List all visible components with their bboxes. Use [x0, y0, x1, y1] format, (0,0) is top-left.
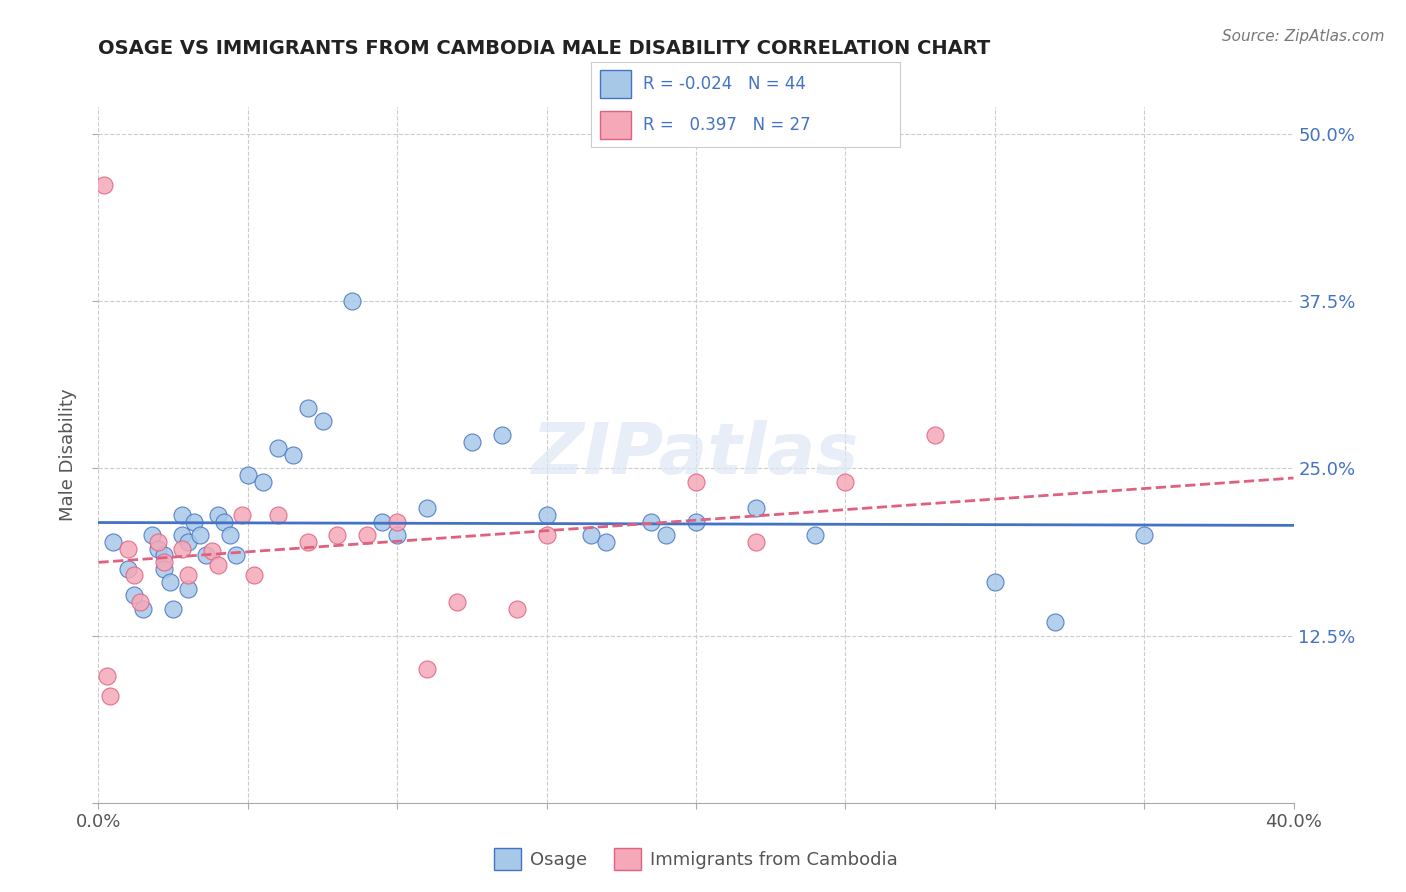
Point — [446, 595, 468, 609]
Point — [745, 501, 768, 516]
Point — [297, 401, 319, 416]
Point — [326, 528, 349, 542]
Text: OSAGE VS IMMIGRANTS FROM CAMBODIA MALE DISABILITY CORRELATION CHART: OSAGE VS IMMIGRANTS FROM CAMBODIA MALE D… — [98, 39, 991, 58]
Point — [124, 568, 146, 582]
Point — [172, 508, 194, 523]
Point — [195, 548, 218, 563]
Point — [685, 475, 707, 489]
Point — [385, 515, 409, 529]
Point — [132, 602, 155, 616]
Point — [183, 515, 205, 529]
Point — [311, 415, 333, 429]
Point — [356, 528, 378, 542]
Point — [371, 515, 394, 529]
Point — [236, 468, 259, 483]
Point — [984, 575, 1007, 590]
Point — [491, 428, 513, 442]
Point — [153, 555, 176, 569]
Point — [281, 448, 304, 462]
Point — [117, 541, 139, 556]
Point — [172, 528, 194, 542]
Point — [342, 294, 364, 309]
Point — [685, 515, 707, 529]
Legend: Osage, Immigrants from Cambodia: Osage, Immigrants from Cambodia — [486, 841, 905, 877]
Point — [461, 434, 484, 449]
Point — [385, 528, 409, 542]
Point — [124, 589, 146, 603]
Point — [172, 541, 194, 556]
Point — [177, 568, 200, 582]
Point — [506, 602, 529, 616]
Point — [100, 689, 122, 703]
Point — [536, 528, 558, 542]
Point — [243, 568, 266, 582]
Point — [595, 535, 617, 549]
Point — [207, 558, 229, 572]
Point — [416, 501, 439, 516]
Point — [416, 662, 439, 676]
Point — [640, 515, 662, 529]
Point — [177, 582, 200, 596]
Point — [103, 535, 125, 549]
Point — [96, 669, 118, 683]
Point — [148, 535, 170, 549]
Point — [1043, 615, 1066, 630]
Point — [212, 515, 235, 529]
Point — [225, 548, 247, 563]
Point — [117, 562, 139, 576]
Point — [804, 528, 827, 542]
Point — [201, 544, 224, 558]
Point — [188, 528, 211, 542]
Point — [536, 508, 558, 523]
Text: R =   0.397   N = 27: R = 0.397 N = 27 — [643, 116, 811, 134]
Text: ZIPatlas: ZIPatlas — [533, 420, 859, 490]
Point — [153, 562, 176, 576]
Point — [745, 535, 768, 549]
Bar — [600, 70, 631, 98]
Point — [297, 535, 319, 549]
Point — [129, 595, 152, 609]
Point — [219, 528, 242, 542]
Point — [177, 535, 200, 549]
Point — [252, 475, 274, 489]
Point — [581, 528, 603, 542]
Point — [141, 528, 163, 542]
Point — [655, 528, 678, 542]
Point — [834, 475, 856, 489]
Point — [153, 548, 176, 563]
Point — [1133, 528, 1156, 542]
Point — [93, 178, 115, 192]
Point — [267, 508, 290, 523]
Y-axis label: Male Disability: Male Disability — [59, 389, 77, 521]
Text: R = -0.024   N = 44: R = -0.024 N = 44 — [643, 75, 806, 93]
Point — [148, 541, 170, 556]
Point — [231, 508, 253, 523]
Text: Source: ZipAtlas.com: Source: ZipAtlas.com — [1222, 29, 1385, 44]
Point — [267, 442, 290, 456]
Point — [159, 575, 181, 590]
Point — [162, 602, 184, 616]
Bar — [600, 111, 631, 139]
Point — [924, 428, 946, 442]
Point — [207, 508, 229, 523]
